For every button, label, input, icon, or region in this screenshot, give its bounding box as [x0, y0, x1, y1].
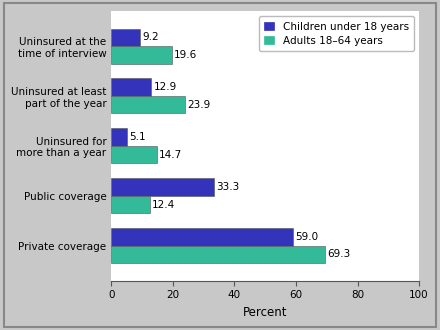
Text: 69.3: 69.3	[327, 249, 350, 259]
Bar	[111, 178, 214, 196]
Bar	[111, 196, 150, 213]
Bar	[111, 128, 127, 146]
Bar	[111, 96, 185, 114]
Bar	[111, 46, 172, 63]
Bar	[111, 228, 293, 246]
Text: 12.4: 12.4	[152, 200, 175, 210]
Text: 23.9: 23.9	[187, 100, 211, 110]
Legend: Children under 18 years, Adults 18–64 years: Children under 18 years, Adults 18–64 ye…	[259, 16, 414, 51]
Bar	[111, 246, 325, 263]
Text: 12.9: 12.9	[154, 82, 177, 92]
Text: 19.6: 19.6	[174, 50, 198, 60]
Text: 59.0: 59.0	[295, 232, 319, 242]
Bar	[111, 146, 157, 163]
Text: 14.7: 14.7	[159, 149, 182, 160]
Text: 5.1: 5.1	[129, 132, 146, 142]
X-axis label: Percent: Percent	[243, 306, 287, 319]
Bar	[111, 79, 151, 96]
Bar	[111, 29, 139, 46]
Text: 9.2: 9.2	[142, 32, 159, 42]
Text: 33.3: 33.3	[216, 182, 239, 192]
